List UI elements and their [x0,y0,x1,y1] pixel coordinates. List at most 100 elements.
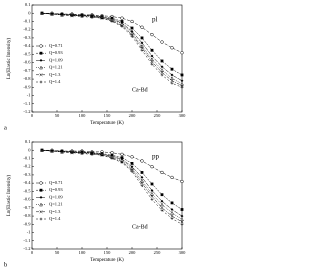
x-tick-label: 50 [55,113,60,118]
marker [180,84,184,88]
marker [40,11,44,15]
marker [140,46,144,50]
marker [180,179,184,184]
x-tick-label: 300 [179,113,186,118]
legend-label: Q=1.4 [49,79,61,84]
marker [170,201,174,205]
x-tick-label: 0 [31,250,34,255]
marker [180,79,184,83]
marker [50,12,54,16]
marker [120,161,124,164]
marker [80,152,84,155]
marker [140,184,144,188]
annotation: Ca-Bd [132,87,148,93]
marker [160,59,164,63]
marker [60,13,64,17]
marker [150,32,154,37]
x-tick-label: 250 [154,250,162,255]
marker [150,57,154,61]
x-axis-label: Temperature (K) [90,258,124,263]
marker [50,149,54,153]
marker [39,181,43,185]
marker [170,208,174,211]
marker [140,171,144,174]
legend-label: Q=1.21 [49,202,63,207]
series-line [41,12,183,88]
marker [70,14,74,18]
marker [140,159,144,163]
figure: 0.1 0 -0.1 -0.2 -0.3 -0.4 -0.5 -0.6 -0.7 -0.8 -0.9… [4,2,186,268]
marker [90,152,94,156]
marker [170,217,174,220]
y-axis-label: Ln(Elastic Intensity) [7,38,12,80]
marker [140,178,144,183]
marker [140,48,144,52]
x-tick-label: 200 [129,113,137,118]
y-tick-label: -0.2 [23,164,30,169]
y-tick-label: -0.8 [23,213,31,218]
marker [160,40,164,44]
x-tick-label: 0 [31,113,34,118]
annotation: pp [152,153,160,161]
y-tick-label: -1.2 [23,246,30,251]
x-tick-label: 50 [55,250,60,255]
marker [39,65,43,70]
marker [170,175,174,180]
marker [120,20,124,23]
marker [170,76,174,80]
marker [180,208,184,211]
marker [160,199,164,203]
marker [150,182,154,186]
marker [120,152,124,156]
y-tick-label: -0.1 [23,155,30,160]
marker [160,202,164,207]
y-tick-label: -1.2 [23,109,30,114]
marker [180,220,184,224]
marker [170,210,174,215]
marker [130,155,134,159]
legend-label: Q=0.71 [49,43,63,48]
x-tick-label: 250 [154,113,162,118]
marker [39,188,43,192]
marker [160,68,164,72]
y-tick-label: -0.5 [23,51,31,56]
y-tick-label: -0.2 [23,27,30,32]
x-axis-label: Temperature (K) [90,121,124,126]
marker [120,25,124,28]
legend-label: Q=1.4 [49,216,61,221]
y-tick-label: -0.9 [23,84,31,89]
marker [120,16,124,20]
marker [130,170,134,174]
x-tick-label: 200 [129,250,137,255]
marker [130,19,134,24]
legend-label: Q=1.09 [49,194,63,199]
marker [130,162,134,165]
marker [170,81,174,85]
marker [40,148,44,152]
x-tick-label: 100 [79,250,87,255]
marker [170,214,174,218]
y-tick-label: -0.8 [23,76,31,81]
marker [70,151,74,155]
y-tick-label: -0.9 [23,221,31,226]
marker [39,202,43,207]
x-tick-label: 150 [104,250,112,255]
marker [140,175,144,179]
marker [130,33,134,37]
marker [160,208,164,212]
marker [80,15,84,18]
y-axis-label: Ln(Elastic Intensity) [7,175,12,217]
marker [39,44,43,48]
y-tick-label: -0.6 [23,60,31,65]
y-tick-label: -1.1 [23,101,30,106]
marker [140,41,144,45]
y-tick-label: -0.7 [23,68,31,73]
marker [150,62,154,66]
legend-label: Q=1.09 [49,57,63,62]
marker [150,54,154,58]
marker [180,73,184,77]
panel-label: b [4,261,7,268]
marker [150,48,154,52]
marker [160,170,164,175]
